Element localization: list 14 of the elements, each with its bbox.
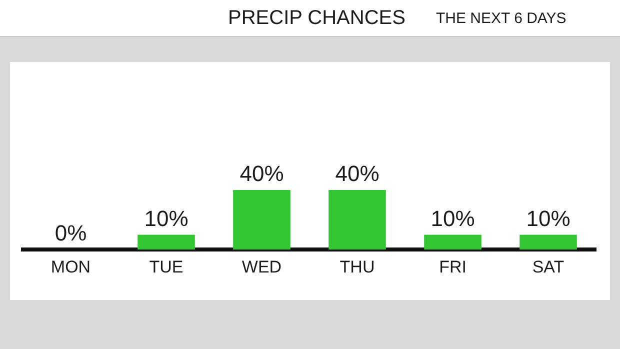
x-tick-label: THU — [340, 257, 375, 276]
data-label: 0% — [54, 220, 87, 246]
x-tick-label: FRI — [439, 257, 466, 276]
chart-title: PRECIP CHANCES — [228, 7, 406, 30]
data-label: 10% — [526, 206, 570, 231]
x-tick-label: TUE — [149, 257, 184, 276]
x-tick-label: MON — [50, 257, 91, 276]
data-label: 10% — [430, 206, 475, 231]
data-label: 10% — [144, 206, 188, 231]
chart-subtitle: THE NEXT 6 DAYS — [436, 10, 566, 27]
x-tick-label: SAT — [532, 257, 564, 276]
x-tick-label: WED — [242, 257, 282, 276]
data-label: 40% — [240, 161, 284, 186]
data-label: 40% — [335, 161, 380, 186]
